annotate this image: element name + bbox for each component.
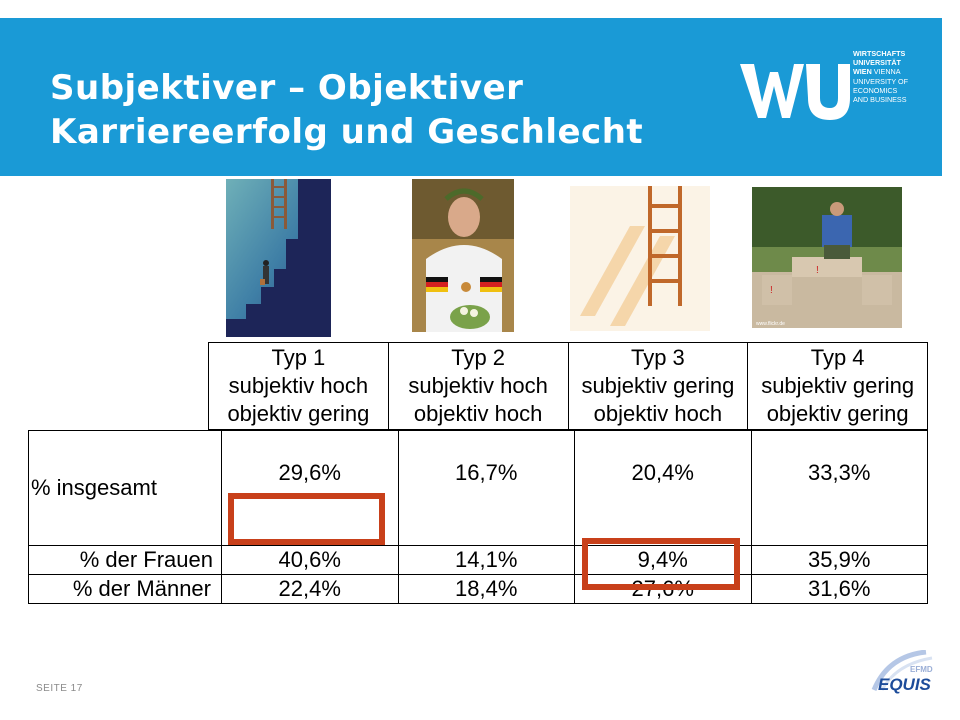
title-line-1: Subjektiver – Objektiver	[50, 68, 524, 108]
table-cell: 22,4%	[221, 574, 399, 604]
highlight-box-frauen-typ-1	[228, 493, 385, 545]
column-type: Typ 3	[630, 345, 685, 370]
page-number: SEITE 17	[36, 683, 83, 694]
row-label: % insgesamt	[28, 430, 222, 546]
column-header-typ-3: Typ 3 subjektiv gering objektiv hoch	[567, 342, 749, 430]
column-header-typ-2: Typ 2 subjektiv hoch objektiv hoch	[387, 342, 569, 430]
table-row: % der Frauen 40,6% 14,1% 9,4% 35,9%	[28, 545, 928, 575]
column-type: Typ 1	[271, 345, 326, 370]
column-header-typ-4: Typ 4 subjektiv gering objektiv gering	[747, 342, 928, 430]
table-cell: 35,9%	[750, 545, 928, 575]
cyclist-with-medal	[412, 179, 514, 332]
efmd-text: EFMD	[910, 665, 933, 674]
table-row: % insgesamt 29,6% 16,7% 20,4% 33,3%	[28, 430, 928, 546]
column-header-typ-1: Typ 1 subjektiv hoch objektiv gering	[208, 342, 389, 430]
slide-title: Subjektiver – Objektiver Karriereerfolg …	[50, 66, 710, 154]
wu-logo-text: WIRTSCHAFTS UNIVERSITÄT WIEN VIENNA UNIV…	[853, 49, 908, 104]
column-subjective: subjektiv gering	[581, 373, 735, 398]
table-cell: 20,4%	[574, 430, 752, 546]
column-objective: objektiv gering	[227, 401, 370, 426]
svg-text:!: !	[816, 265, 819, 276]
type-header-table: Typ 1 subjektiv hoch objektiv gering Typ…	[208, 342, 928, 430]
ladder-shadow	[570, 186, 710, 331]
table-cell: 16,7%	[397, 430, 575, 546]
table-cell: 18,4%	[397, 574, 575, 604]
column-type: Typ 4	[810, 345, 865, 370]
highlight-box-maenner-typ-3	[582, 538, 740, 590]
table-cell: 40,6%	[221, 545, 399, 575]
column-objective: objektiv hoch	[593, 401, 723, 426]
table-cell: 29,6%	[221, 430, 399, 546]
logo-line: WIRTSCHAFTS	[853, 49, 906, 58]
row-label: % der Frauen	[28, 545, 222, 575]
man-sitting-on-podium: ! ! www.flickr.de	[752, 187, 902, 328]
table-row: % der Männer 22,4% 18,4% 27,6% 31,6%	[28, 574, 928, 604]
equis-accreditation-logo: EFMD EQUIS	[871, 650, 933, 694]
title-banner: Subjektiver – Objektiver Karriereerfolg …	[0, 18, 942, 176]
column-subjective: subjektiv gering	[761, 373, 915, 398]
logo-line: UNIVERSITÄT	[853, 58, 901, 68]
title-line-2: Karriereerfolg und Geschlecht	[50, 112, 644, 152]
logo-line: UNIVERSITY OF	[853, 76, 908, 86]
column-subjective: subjektiv hoch	[228, 373, 369, 398]
table-cell: 9,4%	[574, 545, 752, 575]
logo-line: ECONOMICS	[853, 85, 898, 95]
percentage-table: % insgesamt 29,6% 16,7% 20,4% 33,3% % de…	[28, 430, 928, 604]
column-objective: objektiv gering	[766, 401, 909, 426]
wu-logo-mark	[740, 64, 850, 120]
svg-text:!: !	[770, 285, 773, 296]
photo-caption: www.flickr.de	[756, 321, 785, 327]
table-cell: 14,1%	[397, 545, 575, 575]
table-cell: 31,6%	[750, 574, 928, 604]
row-label: % der Männer	[28, 574, 222, 604]
column-type: Typ 2	[451, 345, 506, 370]
logo-line: AND BUSINESS	[853, 95, 907, 105]
logo-line: WIEN	[853, 67, 872, 77]
logo-line: VIENNA	[873, 67, 901, 77]
table-cell: 33,3%	[750, 430, 928, 546]
column-objective: objektiv hoch	[413, 401, 543, 426]
column-subjective: subjektiv hoch	[408, 373, 548, 398]
ladder-climber-painting	[226, 179, 331, 337]
equis-text: EQUIS	[878, 675, 932, 694]
